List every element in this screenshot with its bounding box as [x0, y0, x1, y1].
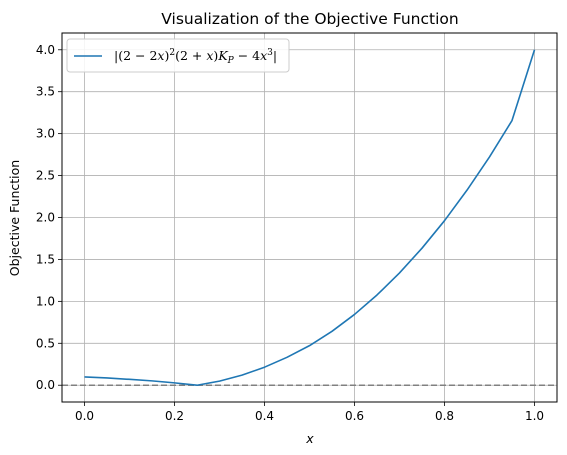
legend: |(2 − 2x)2(2 + x)KP − 4x3| — [66, 38, 290, 73]
legend-text-mid1: ) — [164, 48, 169, 63]
series-layer — [84, 49, 536, 387]
legend-text-x3: x — [260, 48, 267, 63]
y-tick-label: 3.0 — [36, 127, 55, 141]
legend-entry-label: |(2 − 2x)2(2 + x)KP − 4x3| — [114, 48, 277, 66]
legend-text-ksub: P — [227, 56, 235, 66]
grid — [62, 33, 557, 402]
y-tick-label: 1.5 — [36, 252, 55, 266]
y-tick-label: 2.0 — [36, 211, 55, 225]
y-tick-label: 3.5 — [36, 85, 55, 99]
legend-text-mid3: ) — [213, 48, 218, 63]
x-tick-label: 0.8 — [435, 409, 454, 423]
legend-text-sup: 2 — [169, 48, 175, 58]
chart-title: Visualization of the Objective Function — [161, 10, 458, 28]
ticks: 0.0 0.2 0.4 0.6 0.8 1.0 0.0 0.5 1.0 1.5 2.0 2.5 3.0 3… — [36, 43, 544, 423]
legend-text-k: K — [217, 48, 228, 63]
y-tick-label: 2.5 — [36, 169, 55, 183]
legend-text-x2: x — [206, 48, 213, 63]
legend-text-x1: x — [157, 48, 164, 63]
y-tick-label: 4.0 — [36, 43, 55, 57]
y-tick-label: 1.0 — [36, 294, 55, 308]
legend-text-post: | — [273, 48, 277, 63]
x-tick-label: 0.2 — [165, 409, 184, 423]
legend-text-mid4: − 4 — [234, 48, 260, 63]
y-tick-label: 0.5 — [36, 336, 55, 350]
y-tick-label: 0.0 — [36, 378, 55, 392]
y-axis-label: Objective Function — [7, 160, 22, 276]
legend-text-mid2: (2 + — [175, 48, 206, 63]
x-tick-label: 0.0 — [75, 409, 94, 423]
legend-text-sup3: 3 — [267, 48, 273, 58]
series-line — [84, 49, 536, 387]
x-tick-label: 0.6 — [345, 409, 364, 423]
legend-box — [66, 38, 290, 73]
x-tick-label: 1.0 — [525, 409, 544, 423]
legend-text-pre: |(2 − 2 — [114, 48, 157, 63]
x-axis-label: x — [305, 431, 314, 446]
x-tick-label: 0.4 — [255, 409, 274, 423]
